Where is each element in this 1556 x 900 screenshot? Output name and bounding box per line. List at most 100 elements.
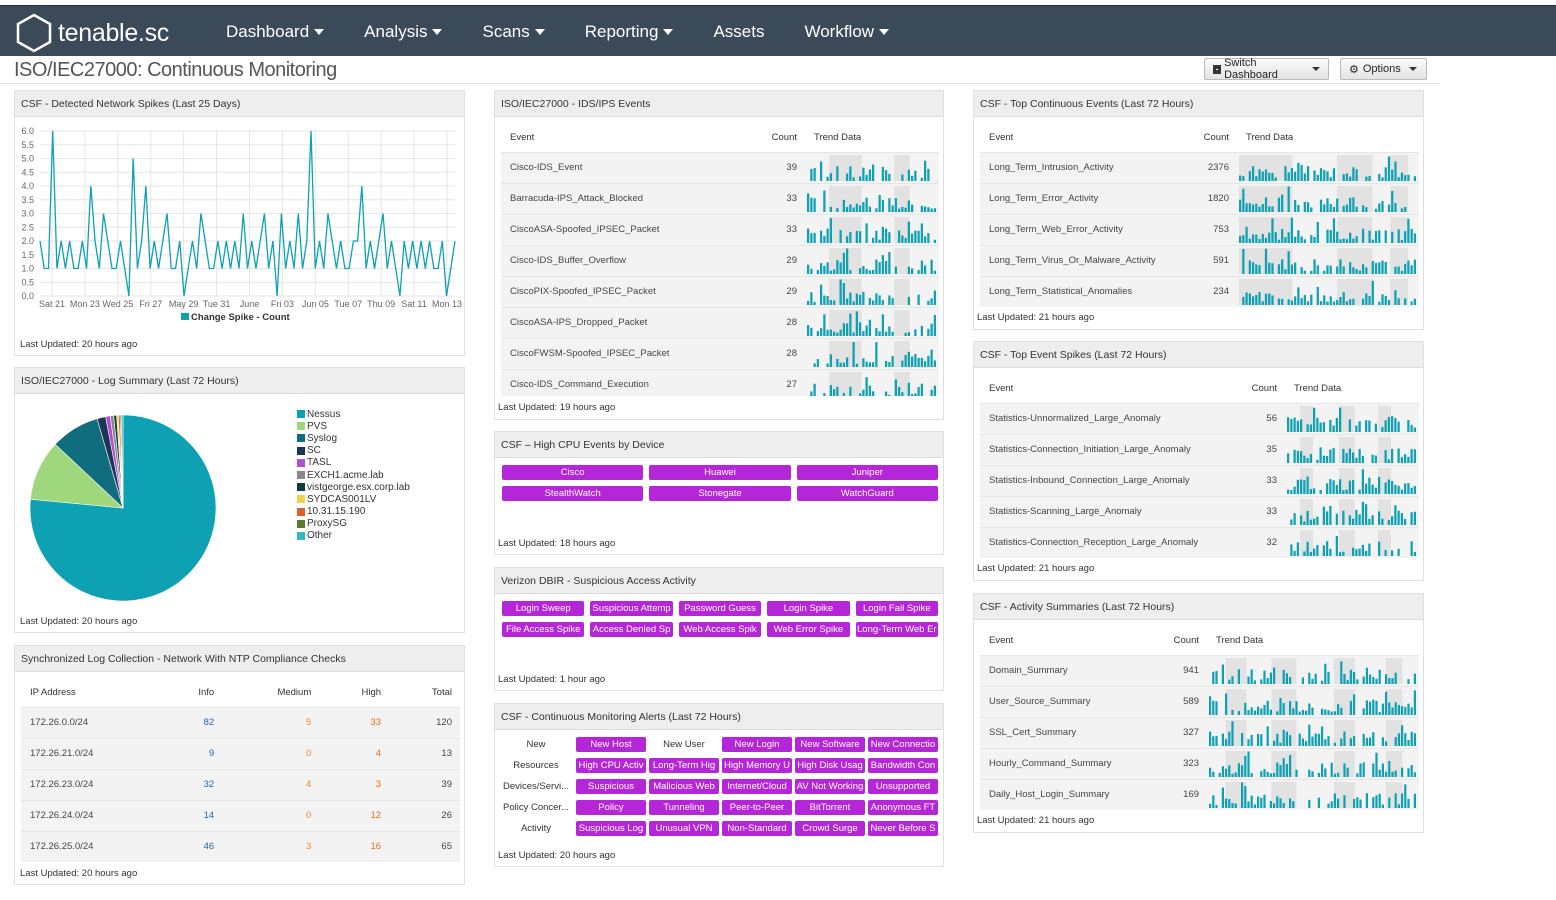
column-header[interactable]: Event xyxy=(989,635,1014,647)
alert-button[interactable]: Unsupported xyxy=(868,779,938,794)
column-header[interactable]: Count xyxy=(771,132,797,144)
severity-count[interactable]: 4 xyxy=(319,737,390,769)
switch-dashboard-button[interactable]: Switch Dashboard xyxy=(1204,57,1329,81)
alert-button[interactable]: Unusual VPN xyxy=(649,821,719,836)
table-row[interactable]: Hourly_Command_Summary 323 xyxy=(980,747,1419,779)
legend-item[interactable]: Syslog xyxy=(297,432,410,444)
table-row[interactable]: 172.26.25.0/24 46 3 16 65 xyxy=(21,830,460,862)
severity-count[interactable]: 16 xyxy=(319,830,390,862)
table-row[interactable]: CiscoFWSM-Spoofed_IPSEC_Packet 28 xyxy=(501,337,939,369)
alert-button[interactable]: BitTorrent xyxy=(795,800,865,815)
alert-button[interactable]: High CPU Activ xyxy=(576,758,646,773)
alert-button[interactable]: Crowd Surge xyxy=(795,821,865,836)
filter-button[interactable]: Login Sweep xyxy=(502,601,585,616)
filter-button[interactable]: Web Access Spik xyxy=(678,622,762,637)
ids-table-scroll[interactable]: Event Count Trend Data Cisco-IDS_Event 39 Bar… xyxy=(501,124,939,396)
table-row[interactable]: Long_Term_Intrusion_Activity 2376 xyxy=(980,151,1419,183)
table-row[interactable]: Long_Term_Virus_Or_Malware_Activity 591 xyxy=(980,244,1419,276)
alert-button[interactable]: Non-Standard xyxy=(722,821,792,836)
column-header[interactable]: Count xyxy=(1173,635,1199,647)
filter-button[interactable]: File Access Spike xyxy=(502,622,585,637)
column-header[interactable]: Event xyxy=(989,383,1014,395)
column-header[interactable]: Count xyxy=(1203,132,1229,144)
filter-button[interactable]: Juniper xyxy=(796,465,938,480)
column-header[interactable]: Event xyxy=(510,132,535,144)
nav-reporting[interactable]: Reporting xyxy=(585,22,674,42)
filter-button[interactable]: Huawei xyxy=(649,465,791,480)
column-header[interactable]: Trend Data xyxy=(814,132,862,144)
alert-button[interactable]: High Memory U xyxy=(722,758,792,773)
nav-workflow[interactable]: Workflow xyxy=(804,22,890,42)
alert-button[interactable]: New Software xyxy=(795,737,865,752)
alert-button[interactable]: AV Not Working xyxy=(795,779,865,794)
table-row[interactable]: User_Source_Summary 589 xyxy=(980,685,1419,717)
severity-count[interactable]: 5 xyxy=(222,706,320,738)
legend-item[interactable]: EXCH1.acme.lab xyxy=(297,469,410,481)
severity-count[interactable]: 32 xyxy=(159,768,223,800)
severity-count[interactable]: 46 xyxy=(159,830,223,862)
table-row[interactable]: Statistics-Unnormalized_Large_Anomaly 56 xyxy=(980,402,1419,434)
filter-button[interactable]: Stonegate xyxy=(649,486,791,501)
nav-dashboard[interactable]: Dashboard xyxy=(226,22,325,42)
legend-item[interactable]: TASL xyxy=(297,457,410,469)
filter-button[interactable]: StealthWatch xyxy=(502,486,644,501)
column-header[interactable]: High xyxy=(361,687,382,699)
table-row[interactable]: Daily_Host_Login_Summary 169 xyxy=(980,778,1419,810)
alert-button[interactable]: Tunneling xyxy=(649,800,719,815)
filter-button[interactable]: Login Fail Spike xyxy=(855,601,938,616)
table-row[interactable]: Long_Term_Statistical_Anomalies 234 xyxy=(980,275,1419,307)
nav-assets[interactable]: Assets xyxy=(713,22,764,42)
legend-item[interactable]: PVS xyxy=(297,420,410,432)
legend-item[interactable]: Other xyxy=(297,530,410,542)
pie-slice[interactable] xyxy=(29,414,217,602)
severity-count[interactable]: 9 xyxy=(159,737,223,769)
legend-item[interactable]: vistgeorge.esx.corp.lab xyxy=(297,481,410,493)
alert-button[interactable]: Internet/Cloud xyxy=(722,779,792,794)
legend-item[interactable]: Nessus xyxy=(297,408,410,420)
alert-button[interactable]: New Connectio xyxy=(868,737,938,752)
table-row[interactable]: 172.26.23.0/24 32 4 3 39 xyxy=(21,768,460,800)
options-button[interactable]: ⚙ Options xyxy=(1340,58,1427,80)
severity-count[interactable]: 3 xyxy=(222,830,320,862)
severity-count[interactable]: 12 xyxy=(319,799,390,831)
filter-button[interactable]: Suspicious Attemp xyxy=(590,601,673,616)
alert-button[interactable]: Long-Term Hig xyxy=(649,758,719,773)
alert-button[interactable]: Never Before S xyxy=(868,821,938,836)
column-header[interactable]: Medium xyxy=(277,687,312,699)
severity-count[interactable]: 82 xyxy=(159,706,223,738)
table-row[interactable]: Cisco-IDS_Command_Execution 27 xyxy=(501,368,939,396)
alert-button[interactable]: Suspicious Log xyxy=(576,821,646,836)
alert-button[interactable]: New User xyxy=(663,739,705,750)
alert-button[interactable]: New Login xyxy=(722,737,792,752)
column-header[interactable]: IP Address xyxy=(30,687,76,699)
table-row[interactable]: SSL_Cert_Summary 327 xyxy=(980,716,1419,748)
table-row[interactable]: Statistics-Connection_Initiation_Large_A… xyxy=(980,433,1419,465)
column-header[interactable]: Total xyxy=(431,687,452,699)
table-row[interactable]: 172.26.0.0/24 82 5 33 120 xyxy=(21,706,460,738)
legend-item[interactable]: ProxySG xyxy=(297,518,410,530)
table-row[interactable]: Statistics-Inbound_Connection_Large_Anom… xyxy=(980,464,1419,496)
table-row[interactable]: CiscoASA-Spoofed_IPSEC_Packet 33 xyxy=(501,213,939,245)
filter-button[interactable]: Password Guess xyxy=(678,601,762,616)
table-row[interactable]: Domain_Summary 941 xyxy=(980,654,1419,686)
nav-scans[interactable]: Scans xyxy=(482,22,545,42)
table-row[interactable]: Cisco-IDS_Buffer_Overflow 29 xyxy=(501,244,939,276)
column-header[interactable]: Trend Data xyxy=(1294,383,1342,395)
table-row[interactable]: 172.26.24.0/24 14 0 12 26 xyxy=(21,799,460,831)
column-header[interactable]: Trend Data xyxy=(1216,635,1264,647)
table-row[interactable]: CiscoASA-IPS_Dropped_Packet 28 xyxy=(501,306,939,338)
column-header[interactable]: Count xyxy=(1251,383,1277,395)
filter-button[interactable]: Login Spike xyxy=(767,601,850,616)
alert-button[interactable]: New Host xyxy=(576,737,646,752)
filter-button[interactable]: WatchGuard xyxy=(796,486,938,501)
tenable-logo[interactable]: tenable.sc xyxy=(14,13,169,53)
pie-slice[interactable] xyxy=(120,414,124,509)
nav-analysis[interactable]: Analysis xyxy=(364,22,443,42)
legend-item[interactable]: 10.31.15.190 xyxy=(297,506,410,518)
column-header[interactable]: Info xyxy=(198,687,215,699)
severity-count[interactable]: 3 xyxy=(319,768,390,800)
alert-button[interactable]: High Disk Usag xyxy=(795,758,865,773)
alert-button[interactable]: Bandwidth Con xyxy=(868,758,938,773)
table-row[interactable]: Long_Term_Web_Error_Activity 753 xyxy=(980,213,1419,245)
severity-count[interactable]: 14 xyxy=(159,799,223,831)
